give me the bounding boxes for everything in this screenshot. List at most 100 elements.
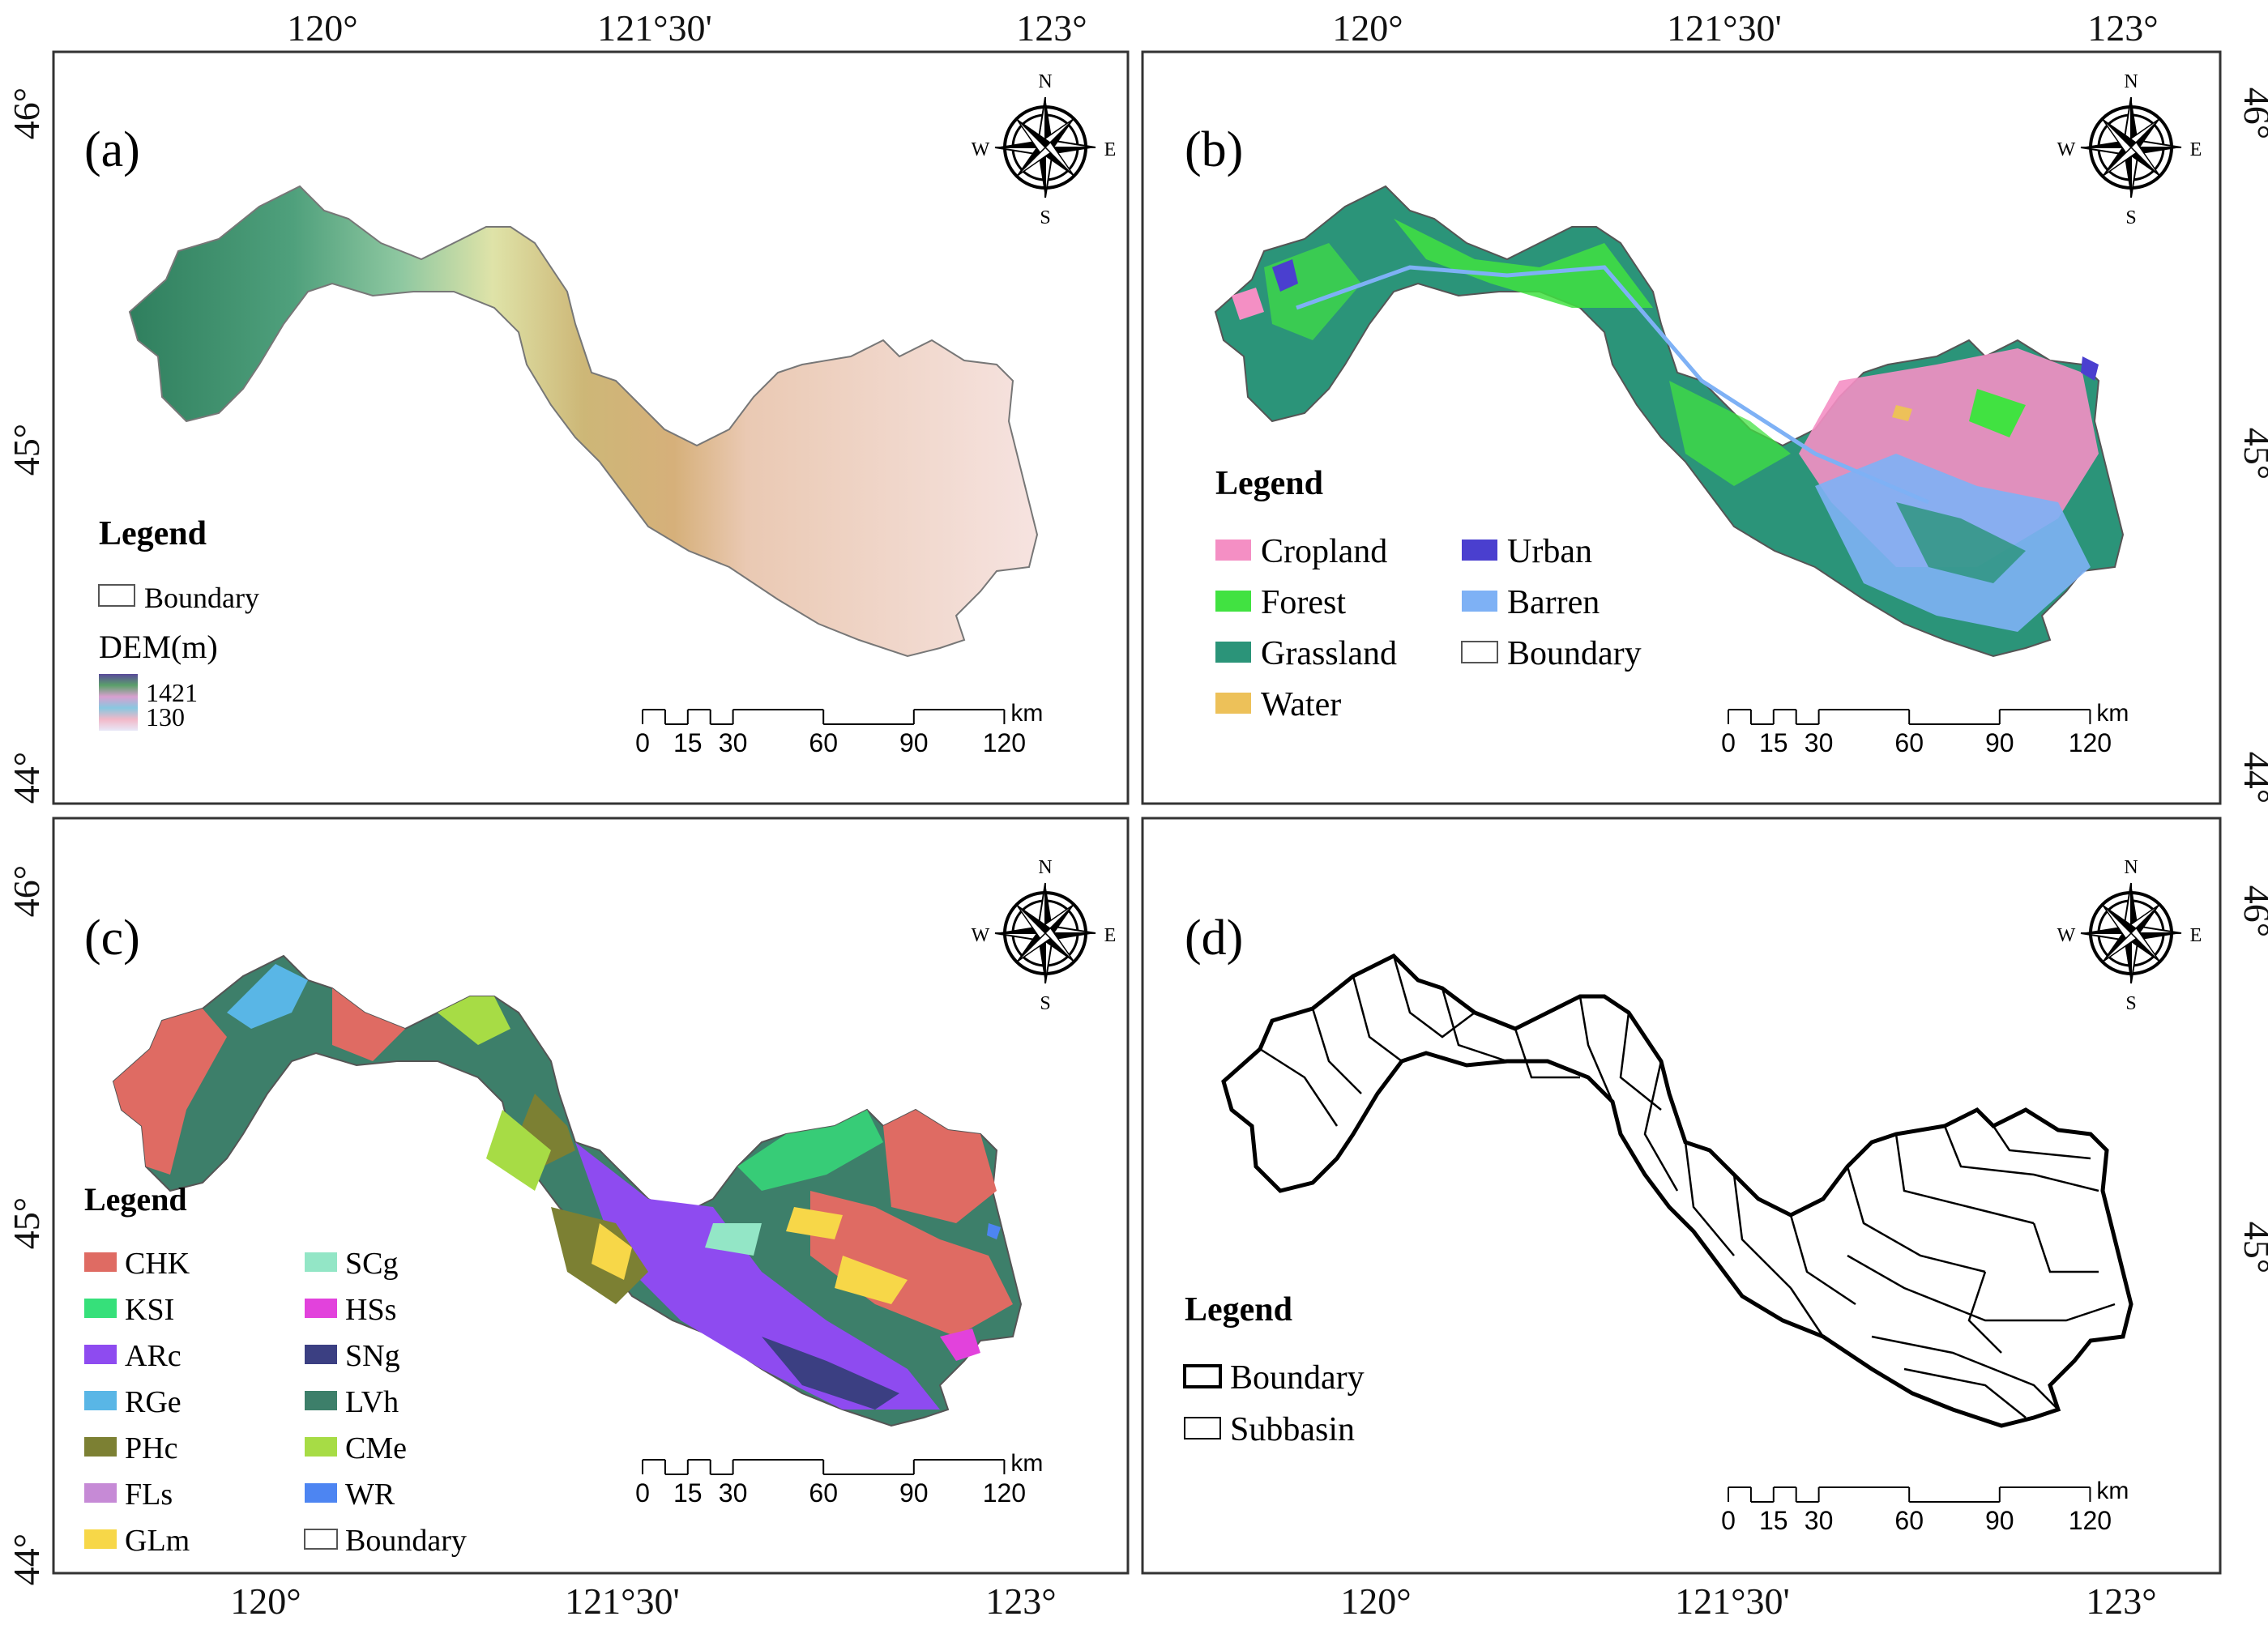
legend-label-sng: SNg xyxy=(345,1339,400,1373)
legend-label-wr: WR xyxy=(345,1478,395,1512)
legend-swatch-sng xyxy=(305,1345,337,1364)
panel-a-legend-title: Legend xyxy=(99,515,207,552)
lon-tick-120-top-left: 120° xyxy=(287,7,357,49)
scale-tick-90-c: 90 xyxy=(899,1478,929,1508)
lon-tick-121-30-bottom-right: 121°30' xyxy=(1675,1580,1790,1622)
lat-tick-46-left-bottom: 46° xyxy=(6,865,47,917)
dem-map xyxy=(129,186,1038,657)
scale-unit-d: km xyxy=(2096,1478,2129,1504)
compass-s-label-b: S xyxy=(2125,207,2136,228)
soil-map xyxy=(113,955,1022,1427)
legend-swatch-lvh xyxy=(305,1391,337,1410)
lat-tick-46-left-top: 46° xyxy=(6,87,47,139)
legend-swatch-fls xyxy=(84,1483,117,1503)
legend-label-arc: ARc xyxy=(125,1339,182,1373)
legend-swatch-boundary-c xyxy=(304,1529,338,1550)
legend-swatch-arc xyxy=(84,1345,117,1364)
scale-tick-30-b: 30 xyxy=(1805,728,1834,757)
panel-a-boundary-label: Boundary xyxy=(144,582,259,614)
legend-label-barren: Barren xyxy=(1507,584,1600,621)
legend-swatch-boundary-d xyxy=(1183,1364,1222,1388)
panel-d-frame xyxy=(1141,817,2222,1575)
legend-label-lvh: LVh xyxy=(345,1385,399,1419)
longitude-tick-labels-bottom: 120° 121°30' 123° 120° 121°30' 123° xyxy=(230,1580,2156,1622)
scale-tick-60-d: 60 xyxy=(1894,1506,1924,1535)
latitude-tick-labels-left: 46° 45° 44° 46° 45° 44° xyxy=(6,87,47,1585)
compass-s-label-c: S xyxy=(1040,993,1050,1014)
legend-swatch-cme xyxy=(305,1437,337,1457)
legend-label-boundary-b: Boundary xyxy=(1507,635,1642,672)
legend-label-hss: HSs xyxy=(345,1293,396,1327)
compass-n-label-d: N xyxy=(2124,857,2138,878)
scale-tick-0-a: 0 xyxy=(635,728,650,757)
legend-swatch-ksi xyxy=(84,1299,117,1318)
legend-label-grassland: Grassland xyxy=(1261,635,1397,672)
panel-c: (c) Legend CHK SCg xyxy=(84,911,1022,1558)
compass-s-label-a: S xyxy=(1040,207,1050,228)
scale-tick-30-d: 30 xyxy=(1805,1506,1834,1535)
scale-tick-60-b: 60 xyxy=(1894,728,1924,757)
legend-swatch-subbasin xyxy=(1184,1417,1221,1439)
compass-w-label-b: W xyxy=(2057,139,2076,160)
compass-e-label-a: E xyxy=(1104,139,1117,160)
scale-tick-15-a: 15 xyxy=(673,728,703,757)
panel-b-frame xyxy=(1141,50,2222,805)
lat-tick-45-right-bottom: 45° xyxy=(2236,1222,2268,1273)
lon-tick-120-bottom-left: 120° xyxy=(230,1580,301,1622)
panel-a-label: (a) xyxy=(84,122,140,177)
scale-tick-60-a: 60 xyxy=(809,728,838,757)
legend-label-forest: Forest xyxy=(1261,584,1346,621)
lat-tick-45-right-top: 45° xyxy=(2236,428,2268,480)
compass-n-label-c: N xyxy=(1038,857,1052,878)
panel-b-label: (b) xyxy=(1185,122,1243,177)
panel-a-boundary-swatch xyxy=(98,584,135,607)
legend-swatch-chk xyxy=(84,1252,117,1272)
legend-label-phc: PHc xyxy=(125,1431,177,1465)
legend-swatch-wr xyxy=(305,1483,337,1503)
legend-label-urban: Urban xyxy=(1507,533,1592,570)
scale-tick-90-b: 90 xyxy=(1985,728,2014,757)
legend-label-subbasin: Subbasin xyxy=(1230,1411,1355,1448)
compass-w-label-a: W xyxy=(972,139,990,160)
scale-tick-60-c: 60 xyxy=(809,1478,838,1508)
legend-swatch-water xyxy=(1215,693,1251,714)
scale-tick-30-a: 30 xyxy=(719,728,748,757)
lon-tick-120-top-right: 120° xyxy=(1332,7,1403,49)
scale-tick-0-d: 0 xyxy=(1721,1506,1736,1535)
lat-tick-44-left-bottom: 44° xyxy=(6,1533,47,1585)
compass-n-label-b: N xyxy=(2124,71,2138,92)
lon-tick-123-top-left: 123° xyxy=(1016,7,1087,49)
panel-b-legend: Cropland Urban Forest Barren Grassland B… xyxy=(1215,533,1642,723)
scale-tick-15-b: 15 xyxy=(1759,728,1788,757)
panel-d-label: (d) xyxy=(1185,911,1243,966)
scale-tick-120-a: 120 xyxy=(983,728,1026,757)
legend-swatch-grassland xyxy=(1215,642,1251,663)
legend-label-glm: GLm xyxy=(125,1524,190,1558)
scale-tick-0-b: 0 xyxy=(1721,728,1736,757)
compass-e-label-b: E xyxy=(2190,139,2202,160)
landuse-map xyxy=(1215,186,2124,657)
latitude-tick-labels-right: 46° 45° 44° 46° 45° xyxy=(2236,87,2268,1273)
lon-tick-121-30-bottom-left: 121°30' xyxy=(565,1580,680,1622)
legend-label-cme: CMe xyxy=(345,1431,407,1465)
lat-tick-45-left-top: 45° xyxy=(6,424,47,476)
legend-label-water: Water xyxy=(1261,686,1341,723)
longitude-tick-labels-top: 120° 121°30' 123° 120° 121°30' 123° xyxy=(287,7,2158,49)
compass-e-label-d: E xyxy=(2190,925,2202,946)
scale-tick-15-c: 15 xyxy=(673,1478,703,1508)
panel-b-legend-title: Legend xyxy=(1215,465,1323,502)
panel-c-label: (c) xyxy=(84,911,140,966)
legend-label-boundary-c: Boundary xyxy=(345,1524,467,1558)
scale-tick-120-c: 120 xyxy=(983,1478,1026,1508)
panel-c-legend: CHK SCg KSI HSs ARc SNg RGe LVh PHc CMe … xyxy=(84,1247,467,1558)
panel-c-frame xyxy=(52,817,1130,1575)
legend-label-scg: SCg xyxy=(345,1247,398,1281)
compass-rose-icon-a: N S E W xyxy=(972,71,1117,228)
panel-b: (b) Legend Cropland Urban Forest Barre xyxy=(1185,122,2124,723)
legend-swatch-barren xyxy=(1462,591,1497,612)
legend-swatch-hss xyxy=(305,1299,337,1318)
